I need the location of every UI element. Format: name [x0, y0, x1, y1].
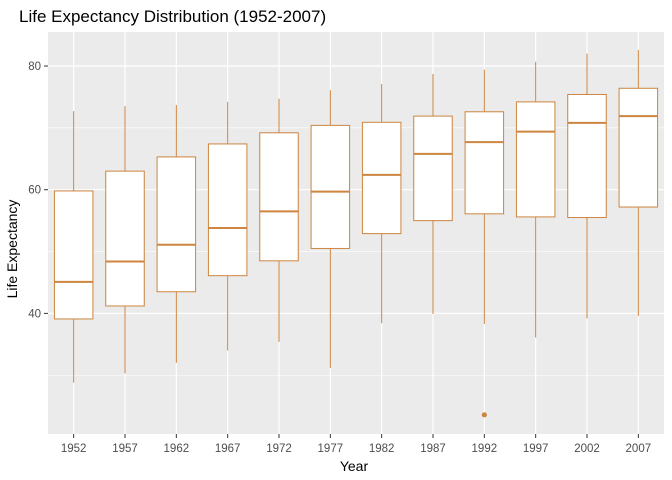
box-iqr — [464, 111, 505, 215]
box-1962 — [156, 104, 197, 363]
x-tick-label: 1992 — [472, 443, 498, 455]
x-tick-label: 2007 — [626, 443, 652, 455]
box-iqr — [156, 156, 197, 293]
plot-panel — [48, 32, 664, 434]
box-2002 — [567, 53, 607, 319]
box-iqr — [310, 124, 351, 249]
box-2007 — [618, 49, 659, 316]
x-tick-label: 1957 — [112, 443, 138, 455]
x-tick-label: 1962 — [164, 443, 190, 455]
grid-minor — [48, 127, 664, 376]
boxes — [53, 49, 659, 418]
box-1967 — [207, 101, 248, 351]
y-tick-label: 80 — [28, 61, 41, 73]
box-iqr — [105, 170, 145, 307]
box-iqr — [361, 121, 402, 235]
box-1957 — [105, 106, 145, 374]
box-1952 — [53, 111, 94, 383]
x-tick-label: 1967 — [215, 443, 241, 455]
x-tick-label: 1987 — [420, 443, 446, 455]
box-iqr — [53, 190, 94, 320]
box-1992 — [464, 69, 505, 418]
box-1997 — [515, 61, 556, 338]
y-tick-label: 40 — [28, 308, 41, 320]
x-axis-title: Year — [340, 458, 369, 474]
outlier-point — [481, 412, 487, 418]
y-axis-title: Life Expectancy — [4, 200, 20, 299]
box-iqr — [515, 101, 556, 218]
box-iqr — [207, 143, 248, 277]
x-tick-label: 1977 — [318, 443, 344, 455]
box-1977 — [310, 90, 351, 368]
x-tick-label: 1982 — [369, 443, 395, 455]
box-iqr — [259, 132, 299, 262]
x-tick-label: 1972 — [266, 443, 292, 455]
x-tick-label: 2002 — [574, 443, 600, 455]
box-iqr — [567, 93, 607, 219]
y-tick-label: 60 — [28, 185, 41, 197]
x-tick-label: 1952 — [61, 443, 87, 455]
box-iqr — [413, 115, 453, 222]
box-1982 — [361, 83, 402, 324]
box-1987 — [413, 74, 453, 315]
box-iqr — [618, 87, 659, 208]
x-tick-label: 1997 — [523, 443, 549, 455]
x-axis-ticks: 1952 1957 1962 1967 1972 1977 1982 1987 1992 1997… — [61, 434, 651, 455]
box-1972 — [259, 98, 299, 342]
chart-title: Life Expectancy Distribution (1952-2007) — [19, 7, 326, 26]
y-axis-ticks: 40 60 80 — [28, 61, 48, 320]
